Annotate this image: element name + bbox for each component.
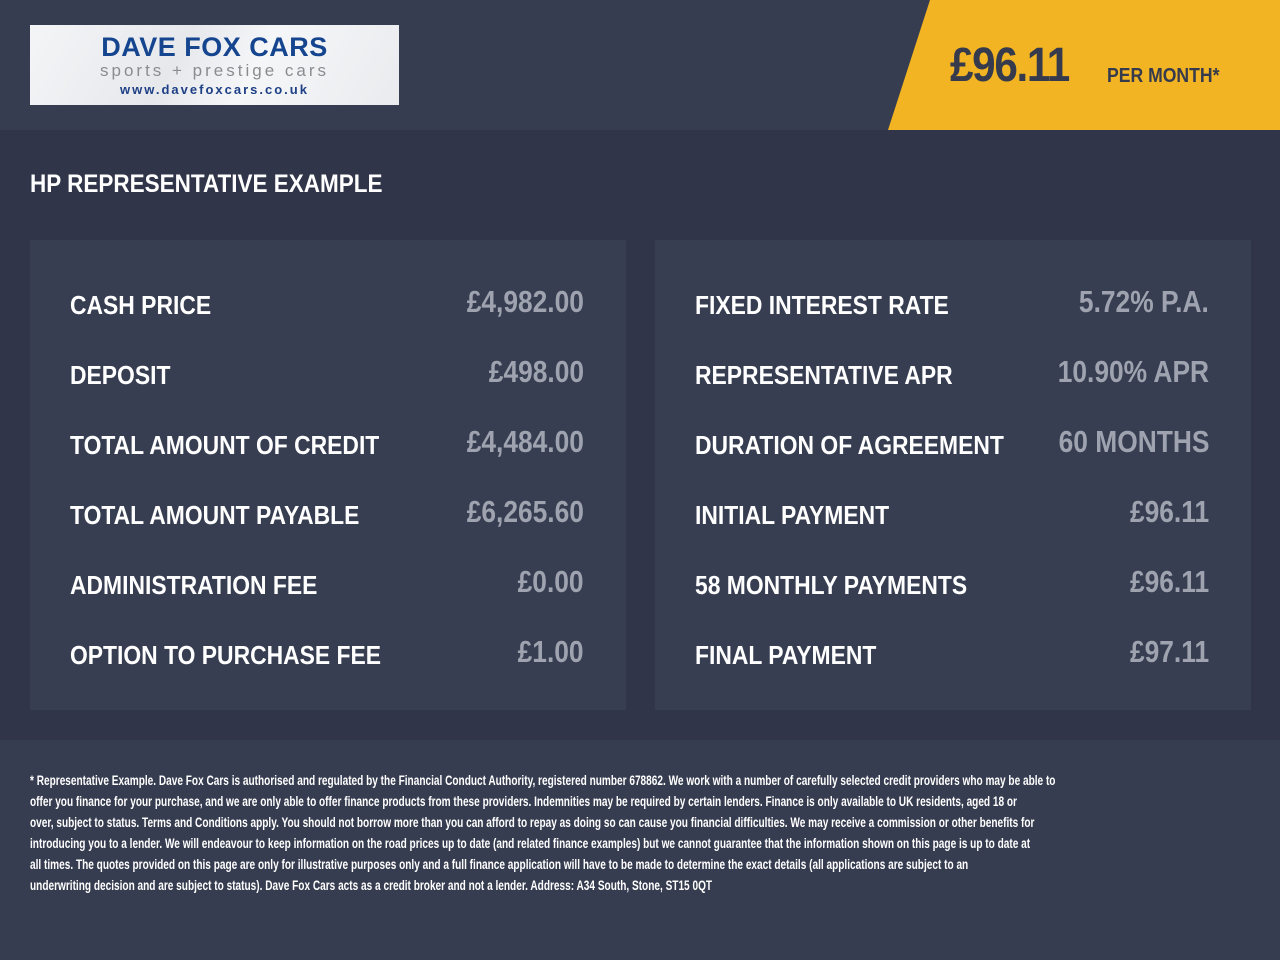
row-label: OPTION TO PURCHASE FEE <box>70 640 382 670</box>
finance-row: DURATION OF AGREEMENT 60 MONTHS <box>655 424 1251 494</box>
logo-url: www.davefoxcars.co.uk <box>120 82 309 97</box>
row-value: £0.00 <box>518 564 584 599</box>
monthly-price-banner: £96.11 PER MONTH* <box>888 0 1280 130</box>
right-finance-panel: FIXED INTEREST RATE 5.72% P.A. REPRESENTA… <box>655 240 1251 710</box>
disclaimer-line: over, subject to status. Terms and Condi… <box>30 814 1035 830</box>
finance-row: FIXED INTEREST RATE 5.72% P.A. <box>655 284 1251 354</box>
row-value: £97.11 <box>1129 634 1209 669</box>
disclaimer-line: all times. The quotes provided on this p… <box>30 856 969 872</box>
logo-name: DAVE FOX CARS <box>101 32 328 62</box>
monthly-price: £96.11 <box>950 39 1070 92</box>
header: DAVE FOX CARS sports + prestige cars www… <box>0 0 1280 130</box>
finance-row: TOTAL AMOUNT OF CREDIT £4,484.00 <box>30 424 626 494</box>
row-label: TOTAL AMOUNT PAYABLE <box>70 500 360 530</box>
row-label: FINAL PAYMENT <box>695 640 877 670</box>
row-label: DURATION OF AGREEMENT <box>695 430 1004 460</box>
finance-row: ADMINISTRATION FEE £0.00 <box>30 564 626 634</box>
finance-row: DEPOSIT £498.00 <box>30 354 626 424</box>
finance-row: INITIAL PAYMENT £96.11 <box>655 494 1251 564</box>
finance-row: FINAL PAYMENT £97.11 <box>655 634 1251 704</box>
finance-row: REPRESENTATIVE APR 10.90% APR <box>655 354 1251 424</box>
dave-fox-cars-logo[interactable]: DAVE FOX CARS sports + prestige cars www… <box>30 25 399 105</box>
logo-tagline: sports + prestige cars <box>100 61 329 80</box>
disclaimer-footer: * Representative Example. Dave Fox Cars … <box>0 740 1280 960</box>
row-value: £96.11 <box>1129 564 1209 599</box>
row-label: DEPOSIT <box>70 360 171 390</box>
finance-row: CASH PRICE £4,982.00 <box>30 284 626 354</box>
disclaimer-line: underwriting decision and are subject to… <box>30 877 713 893</box>
disclaimer-text: * Representative Example. Dave Fox Cars … <box>30 770 1055 896</box>
row-value: £6,265.60 <box>466 494 584 529</box>
row-value: £96.11 <box>1129 494 1209 529</box>
finance-row: OPTION TO PURCHASE FEE £1.00 <box>30 634 626 704</box>
row-value: £498.00 <box>488 354 584 389</box>
row-value: £4,982.00 <box>466 284 584 319</box>
row-label: 58 MONTHLY PAYMENTS <box>695 570 968 600</box>
row-label: CASH PRICE <box>70 290 212 320</box>
row-value: 5.72% P.A. <box>1079 284 1209 319</box>
finance-row: 58 MONTHLY PAYMENTS £96.11 <box>655 564 1251 634</box>
left-finance-panel: CASH PRICE £4,982.00 DEPOSIT £498.00 TOTAL… <box>30 240 626 710</box>
page-title: HP REPRESENTATIVE EXAMPLE <box>30 170 383 198</box>
row-label: FIXED INTEREST RATE <box>695 290 949 320</box>
disclaimer-line: introducing you to a lender. We will end… <box>30 835 1031 851</box>
row-label: REPRESENTATIVE APR <box>695 360 953 390</box>
disclaimer-line: offer you finance for your purchase, and… <box>30 793 1017 809</box>
row-label: INITIAL PAYMENT <box>695 500 890 530</box>
row-value: £4,484.00 <box>466 424 584 459</box>
row-value: £1.00 <box>518 634 584 669</box>
row-label: ADMINISTRATION FEE <box>70 570 318 600</box>
per-month-label: PER MONTH* <box>1107 65 1220 87</box>
disclaimer-line: * Representative Example. Dave Fox Cars … <box>30 772 1056 788</box>
row-value: 10.90% APR <box>1057 354 1209 389</box>
row-value: 60 MONTHS <box>1058 424 1209 459</box>
row-label: TOTAL AMOUNT OF CREDIT <box>70 430 380 460</box>
finance-row: TOTAL AMOUNT PAYABLE £6,265.60 <box>30 494 626 564</box>
